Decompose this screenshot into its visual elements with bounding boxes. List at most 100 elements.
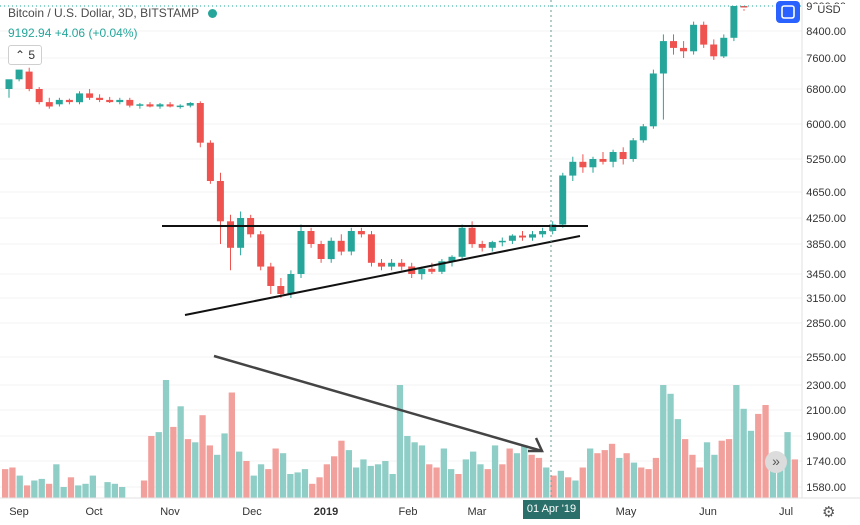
candle-body [186, 103, 194, 106]
candle-body [317, 244, 325, 259]
volume-bar [616, 457, 623, 498]
candle-body [589, 159, 597, 168]
candle-body [227, 221, 234, 248]
candle-body [498, 240, 506, 243]
volume-bar [60, 487, 67, 498]
volume-bar [206, 445, 213, 498]
time-tick-label: May [616, 506, 637, 518]
volume-bar [221, 433, 228, 498]
volume-bar [755, 413, 762, 498]
volume-bar [316, 477, 323, 499]
volume-bar [740, 408, 747, 499]
candle-body [529, 234, 536, 238]
time-tick-label: Feb [399, 506, 418, 518]
candle-body [206, 142, 214, 181]
price-tick-label: 2100.00 [806, 405, 846, 417]
volume-bar [667, 393, 674, 499]
candle-body [488, 242, 496, 248]
volume-bar [777, 465, 784, 498]
volume-bar [645, 469, 652, 498]
candle-body [287, 274, 295, 294]
volume-bar [725, 439, 733, 498]
volume-bar [353, 467, 360, 498]
candle-body [307, 231, 315, 244]
volume-series [2, 380, 798, 499]
volume-bar [192, 442, 199, 499]
candle-body [478, 244, 486, 248]
currency-label: USD [812, 4, 846, 16]
volume-bar [140, 480, 148, 498]
volume-trend-arrow[interactable] [213, 354, 543, 453]
volume-bar [389, 474, 396, 498]
candle-body [116, 99, 124, 103]
price-tick-label: 6800.00 [806, 84, 846, 96]
volume-bar [440, 448, 447, 498]
volume-bar [535, 457, 543, 498]
volume-bar [579, 467, 586, 498]
volume-bar [521, 445, 528, 498]
price-change-percent: (+0.04%) [88, 26, 138, 40]
crosshair-time-label: 01 Apr '19 [523, 500, 580, 519]
candle-body [76, 93, 83, 103]
candle-body [539, 231, 547, 235]
interval-label: 3D [118, 6, 134, 20]
candle-body [388, 262, 396, 267]
volume-bar [243, 461, 250, 498]
candle-body [670, 41, 677, 48]
volume-bar [791, 459, 798, 498]
volume-bar [199, 415, 206, 498]
volume-bar [477, 464, 484, 499]
volume-bar [31, 480, 38, 498]
candle-body [438, 261, 446, 272]
volume-bar [9, 467, 16, 498]
candle-body [257, 234, 265, 267]
volume-bar [572, 480, 579, 498]
volume-bar [162, 380, 170, 498]
volume-bar [309, 483, 316, 499]
volume-bar [360, 459, 367, 498]
candle-body [216, 181, 224, 222]
candle-body [710, 44, 718, 57]
price-tick-label: 1580.00 [806, 482, 846, 494]
volume-bar [513, 453, 521, 498]
exchange-label: BITSTAMP [140, 6, 199, 20]
volume-bar [499, 464, 506, 499]
candle-body [680, 47, 687, 52]
candle-body [65, 99, 73, 103]
volume-bar [38, 478, 45, 498]
volume-bar [594, 453, 601, 498]
volume-bar [67, 477, 75, 499]
double-chevron-right-icon: » [772, 453, 780, 469]
time-scale[interactable]: Sep Oct Nov Dec 2019 Feb Mar May Jun Jul [9, 506, 793, 518]
volume-bar [404, 436, 411, 498]
fullscreen-button[interactable] [776, 1, 800, 23]
price-tick-label: 1740.00 [806, 456, 846, 468]
candle-body [337, 240, 345, 252]
volume-bar [23, 485, 31, 498]
volume-bar [184, 439, 192, 498]
symbol-header: Bitcoin / U.S. Dollar, 3D, BITSTAMP [8, 6, 218, 20]
volume-bar [382, 461, 389, 498]
price-scale[interactable]: 9200.008400.007600.006800.006000.005250.… [806, 1, 846, 494]
price-change: +4.06 [54, 26, 86, 40]
candle-body [15, 69, 23, 80]
support-trendline[interactable] [184, 235, 581, 316]
scroll-to-realtime-button[interactable]: » [765, 451, 787, 473]
study-legend[interactable]: ⌃ 5 [8, 45, 43, 65]
candle-body [448, 256, 456, 262]
volume-bar [2, 469, 9, 498]
volume-bar [374, 464, 382, 499]
volume-bar [426, 464, 433, 499]
volume-bar [323, 464, 330, 499]
candle-body [730, 6, 738, 38]
candle-body [519, 235, 526, 238]
volume-bar [528, 454, 535, 499]
last-price: 9192.94 [8, 26, 52, 40]
status-dot-icon [208, 9, 218, 18]
gear-icon[interactable]: ⚙ [822, 504, 836, 521]
volume-bar [484, 469, 491, 498]
collapse-chevron-icon: ⌃ [15, 48, 26, 62]
candle-body [378, 262, 385, 267]
volume-bar [155, 432, 162, 498]
